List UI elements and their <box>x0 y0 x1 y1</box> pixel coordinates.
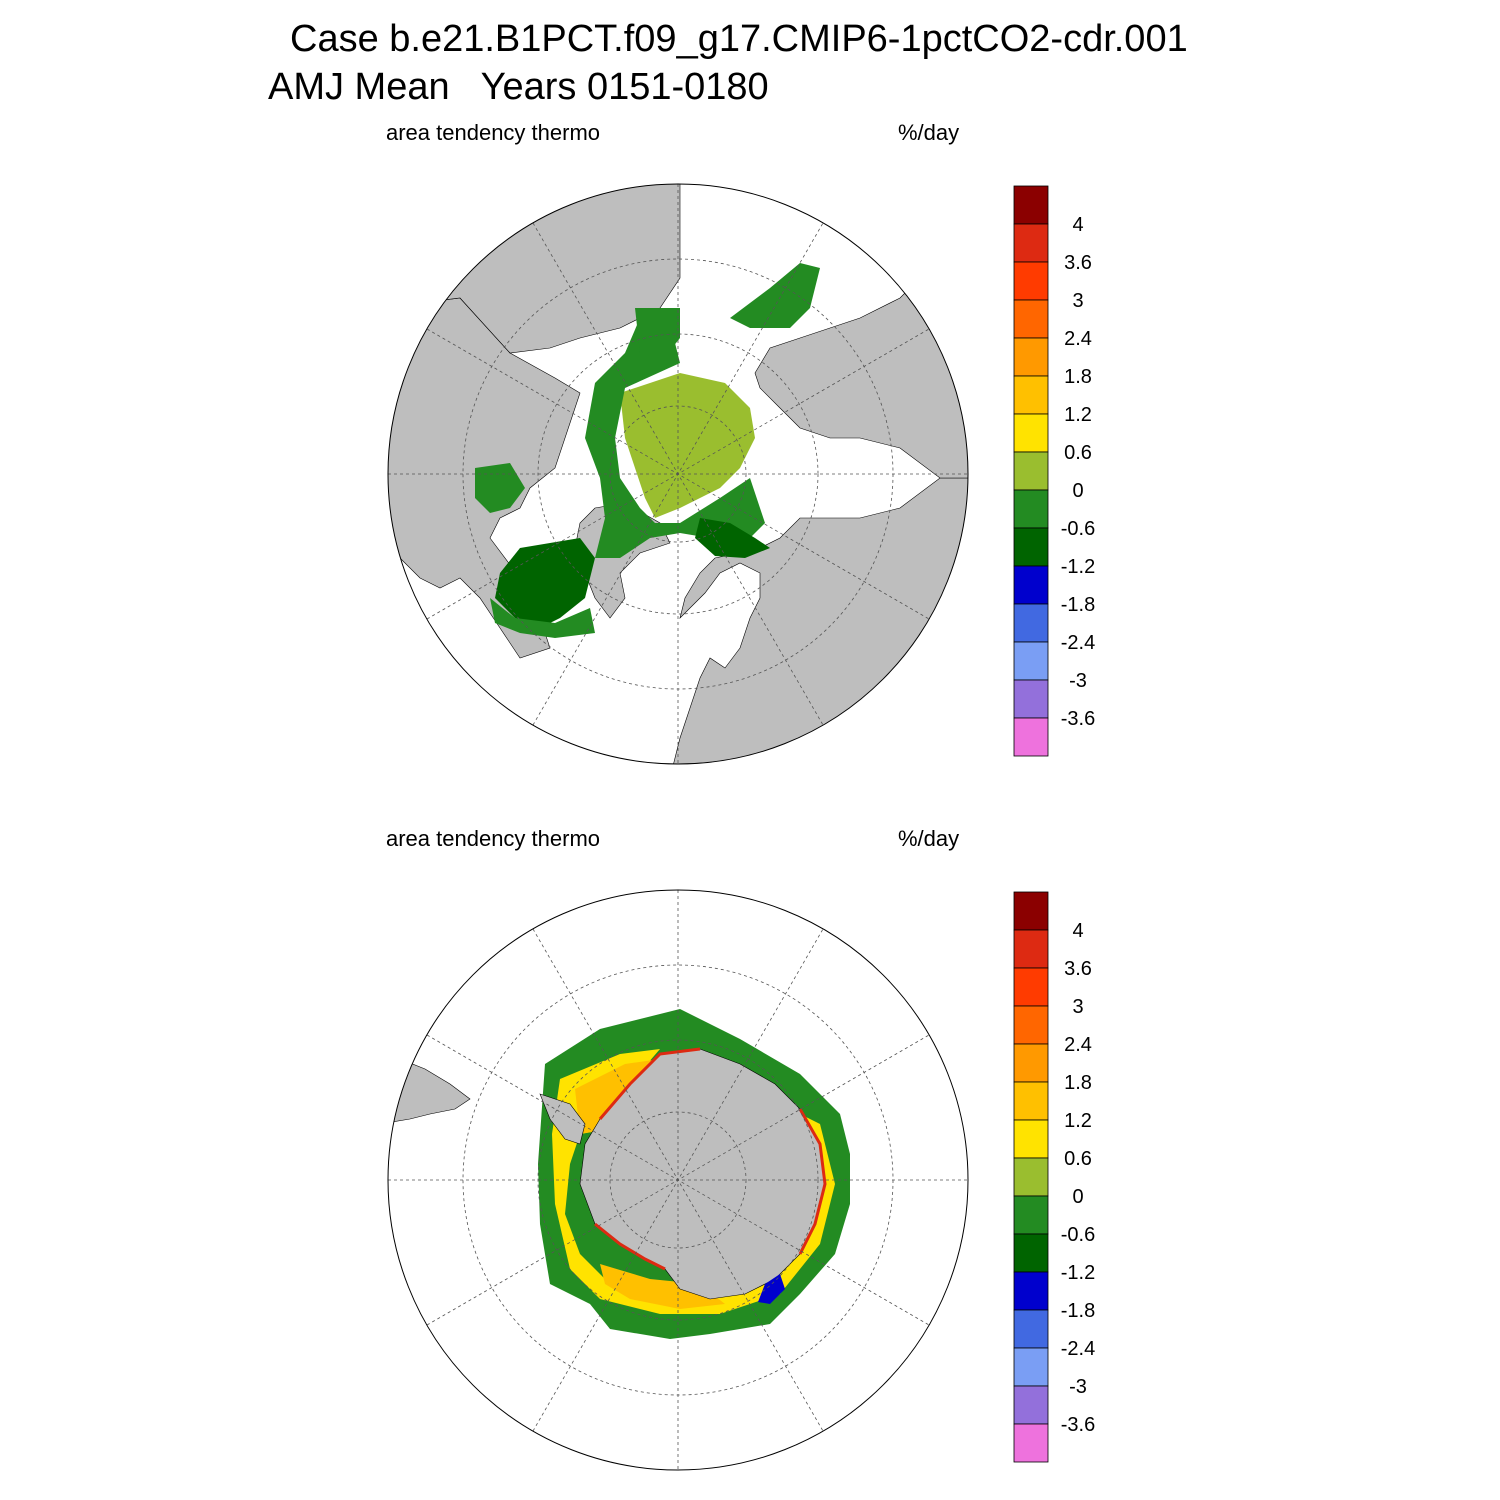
colorbar-tick-label: 4 <box>1072 920 1083 942</box>
colorbar-south: 4 3.6 3 2.4 1.8 1.2 0.6 0 -0.6 -1.2 -1.8 -2.4 -3 -3.6 <box>1013 891 1095 1463</box>
colorbar-swatch <box>1013 261 1049 301</box>
colorbar-tick-label: 0.6 <box>1064 1148 1092 1170</box>
colorbar-tick-label: -0.6 <box>1061 1224 1095 1246</box>
colorbar-swatch <box>1013 337 1049 377</box>
graticule <box>388 184 968 764</box>
colorbar-swatch <box>1013 1157 1049 1197</box>
colorbar-swatch <box>1013 603 1049 643</box>
field-hudson-bay <box>475 463 525 513</box>
field-blue-patch <box>758 1274 785 1304</box>
colorbar-swatch <box>1013 891 1049 931</box>
colorbar-tick-label: 4 <box>1072 214 1083 236</box>
colorbar-tick-label: -2.4 <box>1061 1338 1095 1360</box>
colorbar-swatch <box>1013 1271 1049 1311</box>
graticule <box>388 890 968 1470</box>
colorbar-swatch <box>1013 223 1049 263</box>
map-boundary <box>387 889 969 1471</box>
panel-south-units-label: %/day <box>898 826 960 851</box>
field-coastal-red <box>594 1047 827 1271</box>
field-barents-kara <box>695 518 770 558</box>
colorbar-tick-label: -1.8 <box>1061 594 1095 616</box>
colorbar-swatch <box>1013 451 1049 491</box>
colorbar-tick-label: 0 <box>1072 480 1083 502</box>
colorbar-tick-label: 2.4 <box>1064 1034 1092 1056</box>
colorbar-tick-label: 3.6 <box>1064 958 1092 980</box>
colorbar-swatch <box>1013 299 1049 339</box>
land-antarctica <box>579 1048 826 1300</box>
colorbar-swatch <box>1013 641 1049 681</box>
colorbar-swatch <box>1013 1347 1049 1387</box>
colorbar-swatch <box>1013 375 1049 415</box>
colorbar-tick-label: 1.8 <box>1064 366 1092 388</box>
colorbar-tick-label: -1.2 <box>1061 1262 1095 1284</box>
field-ross-orange <box>600 1264 725 1309</box>
panel-north-units-label: %/day <box>898 120 960 145</box>
panel-north-variable-label: area tendency thermo <box>386 120 601 145</box>
colorbar-swatch <box>1013 1423 1049 1463</box>
colorbar-tick-label: -3 <box>1069 1376 1087 1398</box>
colorbar-tick-label: -1.8 <box>1061 1300 1095 1322</box>
colorbar-swatch <box>1013 1309 1049 1349</box>
colorbar-swatch <box>1013 489 1049 529</box>
colorbar-swatch <box>1013 185 1049 225</box>
colorbar-swatch <box>1013 679 1049 719</box>
colorbar-tick-label: -2.4 <box>1061 632 1095 654</box>
field-baffin-bay <box>495 538 595 628</box>
colorbar-tick-label: 0 <box>1072 1186 1083 1208</box>
field-arctic-central <box>620 373 755 518</box>
antarctic-polar-map <box>387 889 969 1471</box>
colorbar-swatch <box>1013 929 1049 969</box>
colorbar-swatch <box>1013 1195 1049 1235</box>
map-boundary <box>387 183 969 765</box>
colorbar-tick-label: -3 <box>1069 670 1087 692</box>
arctic-polar-map <box>387 183 969 765</box>
colorbar-tick-label: 0.6 <box>1064 442 1092 464</box>
season-label: AMJ Mean <box>268 66 450 108</box>
colorbar-tick-label: 2.4 <box>1064 328 1092 350</box>
figure-title-period: AMJ Mean Years 0151-0180 <box>268 66 769 109</box>
colorbar-swatch <box>1013 1385 1049 1425</box>
colorbar-swatch <box>1013 1081 1049 1121</box>
field-labrador-sea <box>490 598 595 638</box>
field-inner-yellow <box>552 1049 835 1314</box>
colorbar-north: 4 3.6 3 2.4 1.8 1.2 0.6 0 -0.6 -1.2 -1.8 -2.4 -3 -3.6 <box>1013 185 1095 757</box>
colorbar-swatch <box>1013 1119 1049 1159</box>
colorbar-tick-label: 3 <box>1072 996 1083 1018</box>
colorbar-swatch <box>1013 1043 1049 1083</box>
colorbar-swatch <box>1013 1233 1049 1273</box>
colorbar-tick-label: -3.6 <box>1061 708 1095 730</box>
panel-south-variable-label: area tendency thermo <box>386 826 601 851</box>
colorbar-swatch <box>1013 527 1049 567</box>
colorbar-tick-label: -3.6 <box>1061 1414 1095 1436</box>
figure-title-case: Case b.e21.B1PCT.f09_g17.CMIP6-1pctCO2-c… <box>290 18 1188 60</box>
field-okhotsk-sea <box>730 263 820 328</box>
land-antarctic-peninsula <box>539 1093 586 1145</box>
colorbar-swatch <box>1013 717 1049 757</box>
years-label: Years 0151-0180 <box>480 66 769 108</box>
colorbar-tick-label: 3.6 <box>1064 252 1092 274</box>
colorbar-tick-label: 1.8 <box>1064 1072 1092 1094</box>
colorbar-tick-label: -1.2 <box>1061 556 1095 578</box>
colorbar-tick-label: 3 <box>1072 290 1083 312</box>
colorbar-tick-label: 1.2 <box>1064 1110 1092 1132</box>
colorbar-swatch <box>1013 413 1049 453</box>
colorbar-swatch <box>1013 967 1049 1007</box>
colorbar-tick-label: -0.6 <box>1061 518 1095 540</box>
colorbar-tick-label: 1.2 <box>1064 404 1092 426</box>
colorbar-swatch <box>1013 565 1049 605</box>
colorbar-swatch <box>1013 1005 1049 1045</box>
